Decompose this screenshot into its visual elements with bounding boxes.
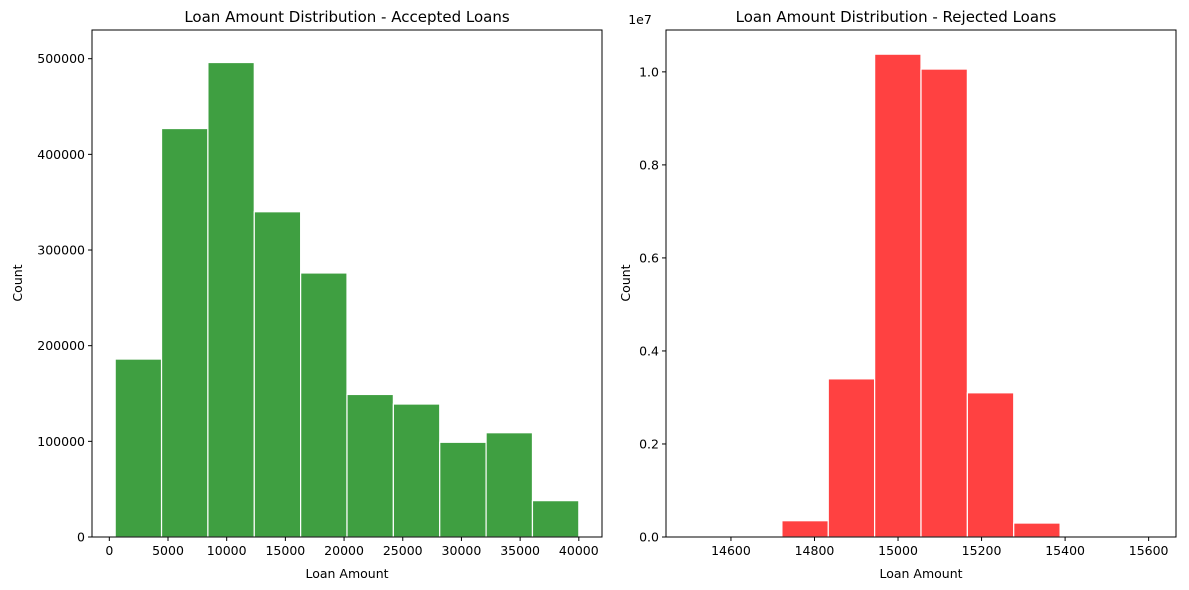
y-tick-label: 0 [77, 530, 85, 545]
rejected-loans-histogram: Loan Amount Distribution - Rejected Loan… [618, 8, 1177, 581]
y-tick-label: 0.0 [639, 530, 659, 545]
y-tick-label: 200000 [37, 338, 85, 353]
chart-title: Loan Amount Distribution - Accepted Loan… [184, 8, 510, 26]
y-axis-scale-label: 1e7 [628, 12, 652, 27]
x-tick-label: 15400 [1045, 543, 1085, 558]
x-tick-label: 15200 [962, 543, 1002, 558]
y-tick-label: 0.4 [639, 343, 659, 358]
y-tick-label: 0.8 [639, 157, 659, 172]
y-tick-label: 1.0 [639, 64, 659, 79]
y-tick-label: 0.6 [639, 250, 659, 265]
accepted-loans-histogram: Loan Amount Distribution - Accepted Loan… [10, 8, 603, 581]
x-tick-label: 15000 [878, 543, 918, 558]
x-tick-label: 14800 [795, 543, 835, 558]
x-tick-label: 15000 [265, 543, 305, 558]
plot-frame [91, 29, 603, 538]
x-tick-label: 35000 [500, 543, 540, 558]
x-tick-label: 25000 [383, 543, 423, 558]
y-axis-label: Count [10, 264, 25, 301]
y-tick-label: 100000 [37, 434, 85, 449]
histogram-bar [827, 378, 876, 538]
x-tick-label: 40000 [559, 543, 599, 558]
histogram-bar [253, 211, 302, 538]
histogram-bar [160, 127, 209, 538]
x-tick-label: 10000 [207, 543, 247, 558]
x-axis-label: Loan Amount [305, 566, 388, 581]
histogram-bar [531, 500, 580, 538]
x-axis-label: Loan Amount [879, 566, 962, 581]
histogram-bar [485, 432, 534, 538]
histogram-bar [439, 441, 487, 538]
y-tick-label: 400000 [37, 147, 85, 162]
histogram-bar [966, 392, 1015, 538]
histogram-bar [207, 61, 255, 538]
plot-frame [665, 29, 1177, 538]
chart-title: Loan Amount Distribution - Rejected Loan… [736, 8, 1057, 26]
histogram-bar [114, 358, 163, 538]
y-tick-label: 300000 [37, 243, 85, 258]
tick-marks: 14600 14800 15000 15200 15400 15600 0.0 0.2 0.4 0… [639, 64, 1168, 558]
histogram-bar [346, 393, 394, 538]
y-tick-label: 0.2 [639, 436, 659, 451]
histogram-bar [392, 403, 441, 538]
histogram-bar [300, 272, 348, 538]
x-tick-label: 0 [105, 543, 113, 558]
histogram-bar [920, 68, 968, 538]
x-tick-label: 15600 [1129, 543, 1169, 558]
x-tick-label: 5000 [152, 543, 184, 558]
x-tick-label: 20000 [324, 543, 364, 558]
histogram-bar [874, 53, 922, 538]
bars [114, 61, 580, 538]
bars [734, 53, 1108, 538]
x-tick-label: 14600 [711, 543, 751, 558]
y-tick-label: 500000 [37, 51, 85, 66]
x-tick-label: 30000 [442, 543, 482, 558]
histogram-bar [781, 520, 829, 538]
tick-marks: 0 5000 10000 15000 20000 25000 30000 35000 40000… [37, 51, 598, 558]
histogram-bar [1013, 522, 1061, 538]
y-axis-label: Count [618, 264, 633, 301]
